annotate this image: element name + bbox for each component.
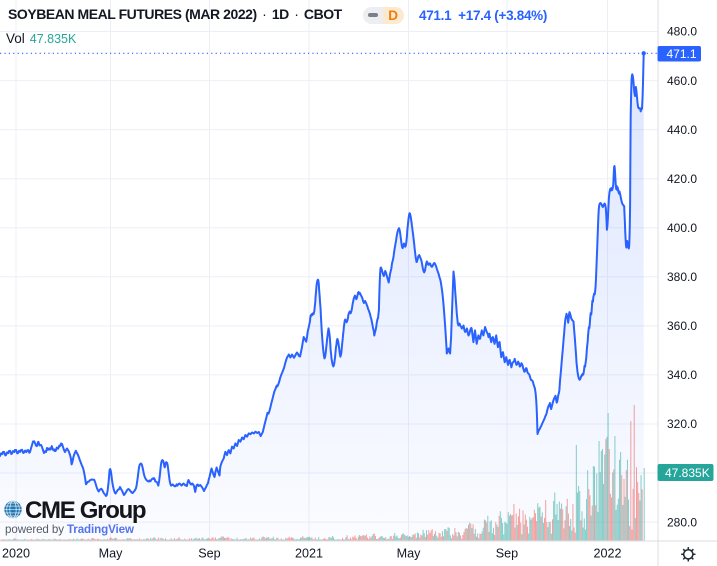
svg-text:280.0: 280.0 xyxy=(667,515,697,529)
svg-text:380.0: 380.0 xyxy=(667,270,697,284)
svg-text:Sep: Sep xyxy=(496,547,518,561)
svg-text:47.835K: 47.835K xyxy=(665,466,710,480)
svg-text:400.0: 400.0 xyxy=(667,221,697,235)
svg-text:471.1: 471.1 xyxy=(667,47,697,61)
svg-text:480.0: 480.0 xyxy=(667,25,697,39)
svg-text:2021: 2021 xyxy=(295,547,323,561)
svg-text:440.0: 440.0 xyxy=(667,123,697,137)
svg-text:May: May xyxy=(397,547,421,561)
svg-text:Sep: Sep xyxy=(198,547,220,561)
svg-text:2020: 2020 xyxy=(2,547,30,561)
svg-text:460.0: 460.0 xyxy=(667,74,697,88)
svg-text:420.0: 420.0 xyxy=(667,172,697,186)
svg-text:320.0: 320.0 xyxy=(667,417,697,431)
svg-text:340.0: 340.0 xyxy=(667,368,697,382)
svg-text:360.0: 360.0 xyxy=(667,319,697,333)
svg-text:2022: 2022 xyxy=(593,547,621,561)
svg-text:May: May xyxy=(99,547,123,561)
